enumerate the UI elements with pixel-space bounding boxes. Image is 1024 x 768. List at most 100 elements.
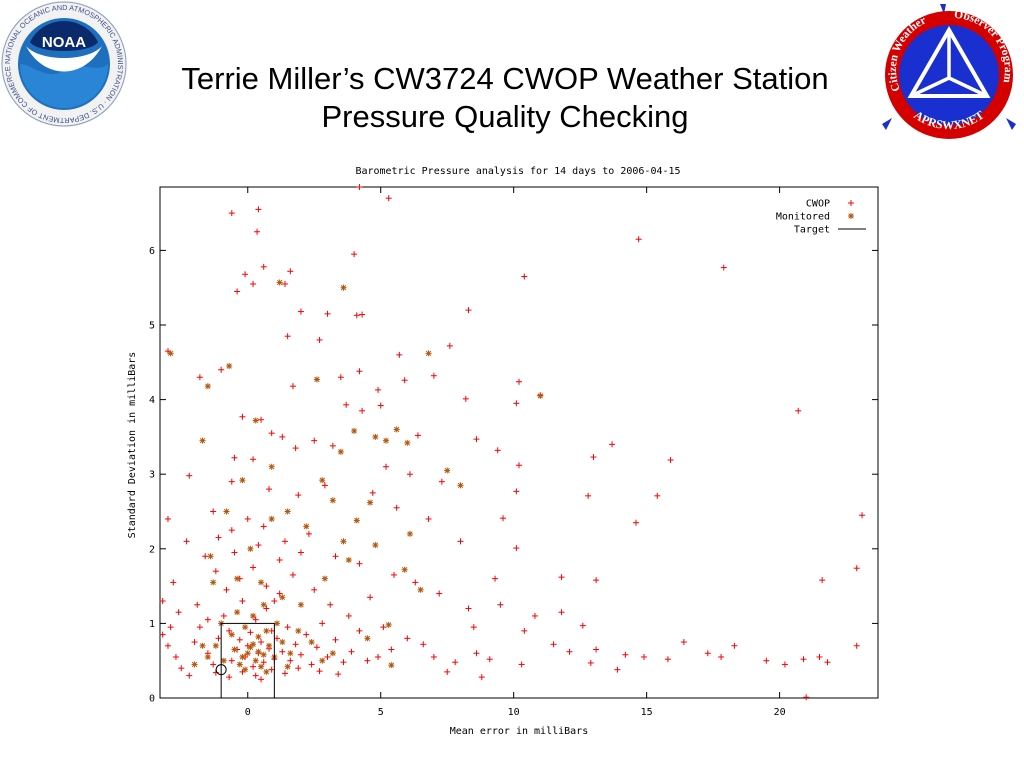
data-point-cwop <box>803 694 810 701</box>
data-point-cwop <box>196 624 203 631</box>
data-point-monitored <box>207 553 214 560</box>
data-point-cwop <box>367 594 374 601</box>
data-point-cwop <box>585 492 592 499</box>
data-point-cwop <box>404 635 411 642</box>
data-point-cwop <box>609 441 616 448</box>
noaa-logo-badge: NOAA <box>42 34 86 51</box>
data-point-cwop <box>513 545 520 552</box>
data-point-monitored <box>425 350 432 357</box>
data-point-cwop <box>781 661 788 668</box>
data-point-monitored <box>367 499 374 506</box>
data-point-cwop <box>194 601 201 608</box>
data-point-cwop <box>297 308 304 315</box>
x-tick-label: 15 <box>641 707 653 718</box>
data-point-monitored <box>258 579 265 586</box>
data-point-cwop <box>228 478 235 485</box>
y-tick-label: 6 <box>149 246 155 257</box>
data-point-cwop <box>319 620 326 627</box>
data-point-monitored <box>220 657 227 664</box>
data-point-cwop <box>566 648 573 655</box>
data-point-monitored <box>199 437 206 444</box>
data-point-cwop <box>819 577 826 584</box>
data-point-cwop <box>486 656 493 663</box>
data-point-cwop <box>276 556 283 563</box>
data-point-monitored <box>383 437 390 444</box>
y-tick-label: 0 <box>149 694 155 705</box>
legend: CWOP Monitored Target <box>776 199 866 236</box>
data-point-cwop <box>633 519 640 526</box>
data-point-cwop <box>311 437 318 444</box>
data-point-monitored <box>199 642 206 649</box>
data-point-cwop <box>292 445 299 452</box>
data-point-cwop <box>332 553 339 560</box>
data-point-monitored <box>353 517 360 524</box>
y-axis-label: Standard Deviation in milliBars <box>127 352 138 539</box>
data-point-monitored <box>401 566 408 573</box>
data-point-cwop <box>383 463 390 470</box>
data-point-cwop <box>329 442 336 449</box>
data-point-cwop <box>640 653 647 660</box>
chart-title: Barometric Pressure analysis for 14 days… <box>355 166 680 177</box>
data-point-cwop <box>218 366 225 373</box>
data-point-cwop <box>393 504 400 511</box>
data-point-cwop <box>258 639 265 646</box>
data-point-cwop <box>494 447 501 454</box>
data-point-cwop <box>497 601 504 608</box>
data-point-cwop <box>297 651 304 658</box>
data-point-monitored <box>372 542 379 549</box>
data-point-cwop <box>513 488 520 495</box>
plot-frame <box>159 186 879 699</box>
data-point-cwop <box>260 523 267 530</box>
legend-label-target: Target <box>794 225 830 236</box>
data-point-monitored <box>268 463 275 470</box>
data-point-monitored <box>284 663 291 670</box>
legend-marker-monitored <box>848 213 854 219</box>
data-point-cwop <box>281 280 288 287</box>
slide-title: Terrie Miller’s CW3724 CWOP Weather Stat… <box>140 60 870 136</box>
data-point-cwop <box>321 482 328 489</box>
data-point-monitored <box>231 646 238 653</box>
data-point-cwop <box>635 236 642 243</box>
data-point-cwop <box>356 560 363 567</box>
data-point-cwop <box>343 401 350 408</box>
data-point-cwop <box>252 672 259 679</box>
data-point-cwop <box>369 489 376 496</box>
data-point-monitored <box>263 668 270 675</box>
data-point-cwop <box>196 374 203 381</box>
data-point-monitored <box>457 482 464 489</box>
data-point-monitored <box>228 631 235 638</box>
data-point-monitored <box>340 538 347 545</box>
data-point-cwop <box>252 616 259 623</box>
data-point-cwop <box>231 454 238 461</box>
data-point-cwop <box>239 598 246 605</box>
data-point-cwop <box>268 627 275 634</box>
data-point-cwop <box>430 372 437 379</box>
legend-label-monitored: Monitored <box>776 212 830 223</box>
data-point-cwop <box>593 577 600 584</box>
axis-ticks: 0 5 10 15 20 0 1 2 3 4 5 6 <box>149 187 878 718</box>
data-point-monitored <box>268 515 275 522</box>
data-point-cwop <box>492 575 499 582</box>
data-point-cwop <box>284 333 291 340</box>
data-point-cwop <box>234 288 241 295</box>
data-point-monitored <box>252 657 259 664</box>
data-point-monitored <box>297 601 304 608</box>
data-point-monitored <box>212 642 219 649</box>
data-point-monitored <box>239 653 246 660</box>
data-point-cwop <box>260 263 267 270</box>
data-point-monitored <box>303 523 310 530</box>
data-point-cwop <box>308 661 315 668</box>
data-point-cwop <box>247 629 254 636</box>
data-point-monitored <box>308 639 315 646</box>
data-point-cwop <box>375 386 382 393</box>
data-point-cwop <box>228 210 235 217</box>
data-point-cwop <box>324 653 331 660</box>
data-point-monitored <box>351 427 358 434</box>
data-point-cwop <box>295 492 302 499</box>
data-point-cwop <box>558 609 565 616</box>
data-point-monitored <box>255 648 262 655</box>
data-point-cwop <box>356 627 363 634</box>
series-cwop <box>159 184 866 701</box>
data-point-cwop <box>287 268 294 275</box>
data-point-cwop <box>210 661 217 668</box>
